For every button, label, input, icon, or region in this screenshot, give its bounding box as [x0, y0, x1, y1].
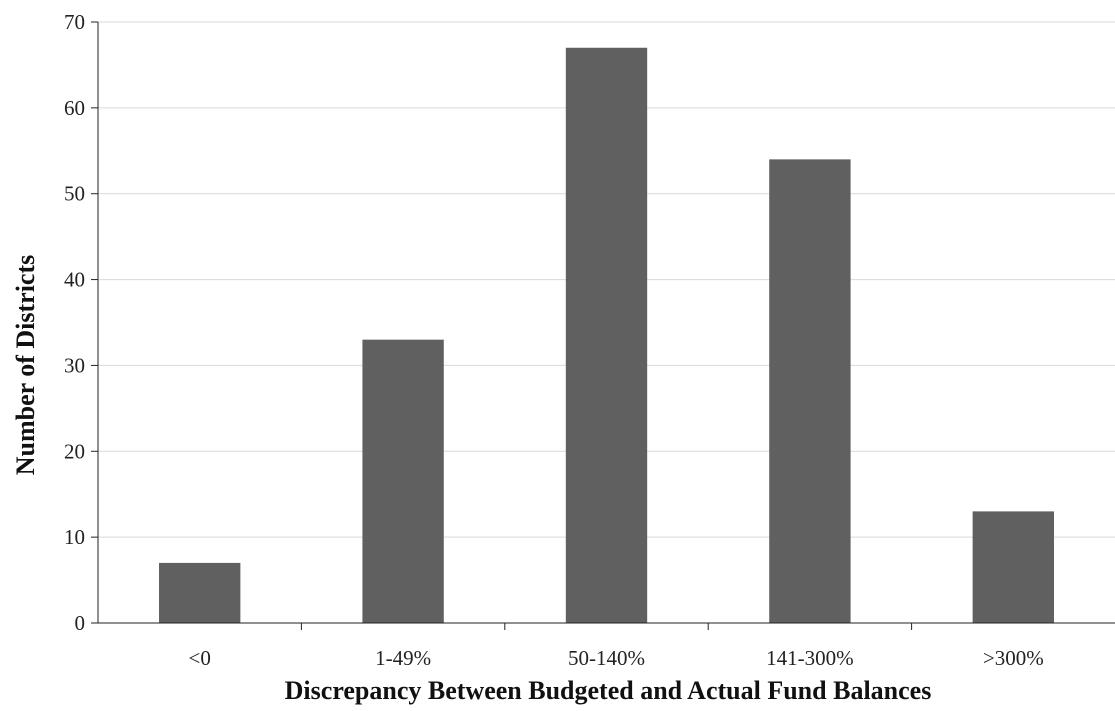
bar — [159, 562, 241, 623]
bar — [769, 159, 851, 623]
x-tick-label: 1-49% — [375, 646, 431, 670]
y-tick-label: 50 — [64, 182, 85, 206]
x-tick-labels: <0 1-49% 50-140% 141-300% >300% — [189, 623, 1044, 670]
y-tick-label: 70 — [64, 10, 85, 34]
y-tick-label: 10 — [64, 525, 85, 549]
x-tick-label: <0 — [189, 646, 211, 670]
y-tick-label: 30 — [64, 353, 85, 377]
x-axis-title: Discrepancy Between Budgeted and Actual … — [285, 676, 932, 705]
y-tick-label: 40 — [64, 268, 85, 292]
x-tick-label: >300% — [983, 646, 1044, 670]
y-tick-label: 20 — [64, 439, 85, 463]
y-tick-label: 0 — [75, 611, 86, 635]
y-axis-title: Number of Districts — [11, 255, 40, 475]
bar — [972, 511, 1054, 623]
bar — [362, 339, 444, 623]
bars — [159, 47, 1054, 623]
y-tick-labels: 0 10 20 30 40 50 60 70 — [64, 10, 98, 635]
bar — [565, 47, 648, 623]
x-tick-label: 141-300% — [766, 646, 854, 670]
x-tick-label: 50-140% — [568, 646, 645, 670]
y-tick-label: 60 — [64, 96, 85, 120]
